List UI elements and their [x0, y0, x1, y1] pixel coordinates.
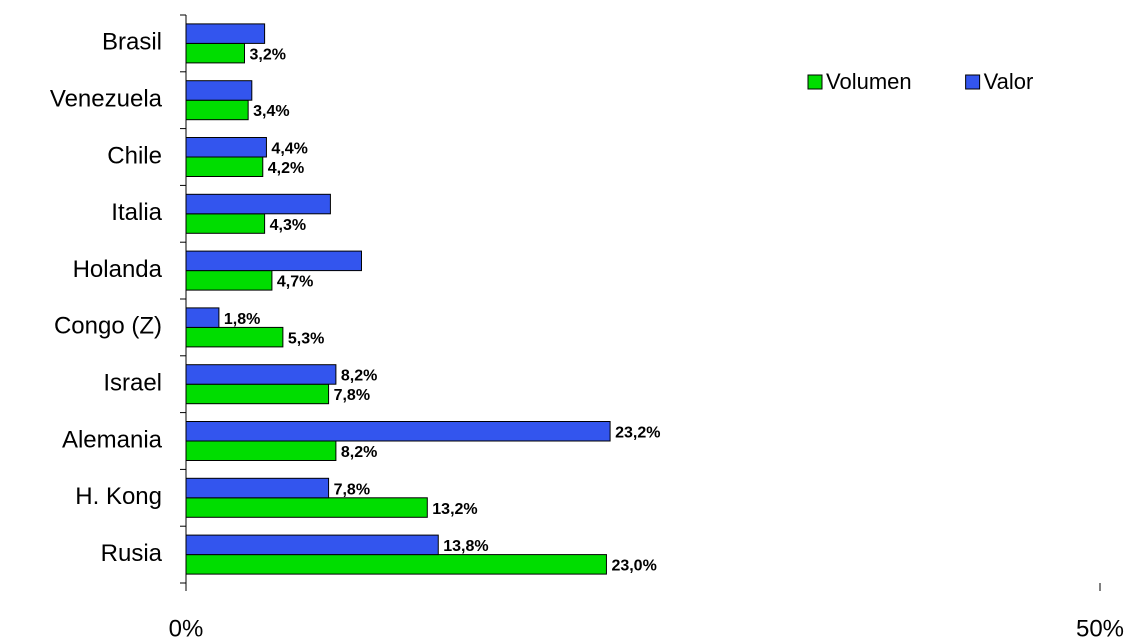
- bar: [185, 421, 611, 442]
- bar: [185, 156, 264, 177]
- category-label: Italia: [111, 199, 162, 226]
- value-label: 13,8%: [443, 538, 488, 555]
- bar: [185, 80, 253, 101]
- bar: [185, 554, 607, 575]
- legend-label: Valor: [984, 69, 1034, 94]
- bar: [185, 477, 330, 499]
- value-label: 4,3%: [270, 217, 306, 234]
- value-label: 5,3%: [288, 330, 324, 347]
- bar: [185, 497, 428, 518]
- x-tick-label: 0%: [169, 615, 204, 642]
- value-label: 8,2%: [341, 368, 377, 385]
- bar: [185, 326, 284, 348]
- category-label: Chile: [107, 142, 162, 169]
- category-label: H. Kong: [75, 483, 162, 510]
- x-tick-label: 50%: [1076, 615, 1124, 642]
- legend-swatch: [807, 74, 823, 90]
- value-label: 4,4%: [271, 140, 307, 157]
- bar: [185, 307, 220, 328]
- bar: [185, 42, 245, 64]
- value-label: 8,2%: [341, 444, 377, 461]
- category-label: Alemania: [62, 426, 163, 453]
- category-label: Rusia: [101, 540, 163, 567]
- bar: [185, 250, 362, 272]
- value-label: 3,2%: [249, 46, 285, 63]
- legend-label: Volumen: [826, 69, 912, 94]
- category-label: Brasil: [102, 29, 162, 56]
- value-label: 13,2%: [432, 501, 477, 518]
- value-label: 1,8%: [224, 311, 260, 328]
- value-label: 4,2%: [268, 160, 304, 177]
- bar: [185, 364, 337, 385]
- category-label: Congo (Z): [54, 313, 162, 340]
- value-label: 7,8%: [334, 387, 370, 404]
- value-label: 7,8%: [334, 481, 370, 498]
- value-label: 23,0%: [611, 558, 656, 575]
- bar: [185, 270, 273, 291]
- bar: [185, 440, 337, 461]
- category-label: Holanda: [73, 256, 163, 283]
- value-label: 4,7%: [277, 274, 313, 291]
- value-label: 23,2%: [615, 424, 660, 441]
- bar: [185, 137, 267, 158]
- category-label: Israel: [103, 370, 162, 397]
- bar: [185, 213, 266, 234]
- bar: [185, 23, 266, 44]
- legend-swatch: [965, 74, 981, 90]
- bar: [185, 534, 439, 556]
- bar: [185, 99, 249, 121]
- category-label: Venezuela: [50, 86, 163, 113]
- value-label: 3,4%: [253, 103, 289, 120]
- bar: [185, 383, 330, 405]
- bar: [185, 193, 331, 215]
